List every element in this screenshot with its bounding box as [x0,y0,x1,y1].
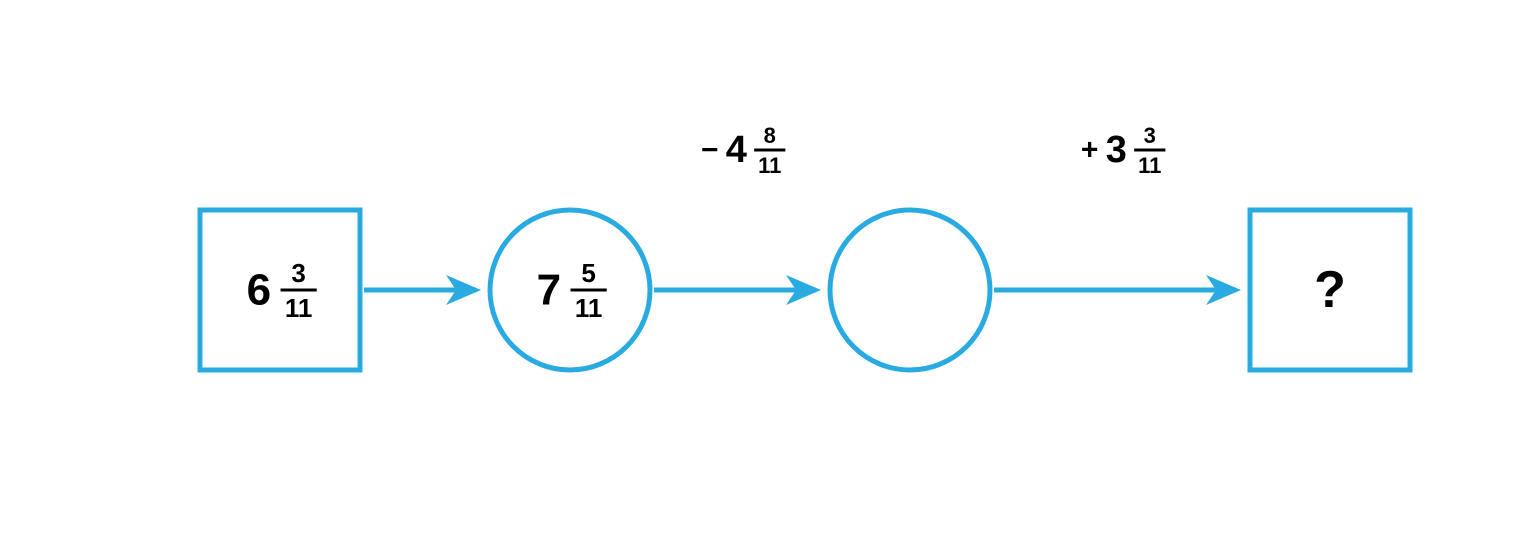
op-whole: 4 [726,129,747,171]
node-2-denominator: 11 [575,293,603,323]
node-2-whole: 7 [537,266,561,315]
arrow-3-label: +33 11 [1081,123,1166,178]
op-sign: + [1081,134,1099,167]
node-1-numerator: 3 [291,258,305,288]
node-2-circle: 75 11 [490,210,650,370]
op-denominator: 11 [1138,153,1161,178]
node-1-denominator: 11 [285,293,313,323]
op-denominator: 11 [758,153,781,178]
op-sign: − [701,134,719,167]
op-whole: 3 [1106,129,1127,171]
op-numerator: 3 [1144,123,1156,148]
node-1-square: 63 11 [200,210,360,370]
node-4-value: ? [1314,261,1346,319]
node-1-whole: 6 [247,266,271,315]
op-numerator: 8 [764,123,776,148]
node-4-square: ? [1250,210,1410,370]
node-3-circle [830,210,990,370]
arrow-2-label: −48 11 [701,123,786,178]
node-2-numerator: 5 [581,258,595,288]
